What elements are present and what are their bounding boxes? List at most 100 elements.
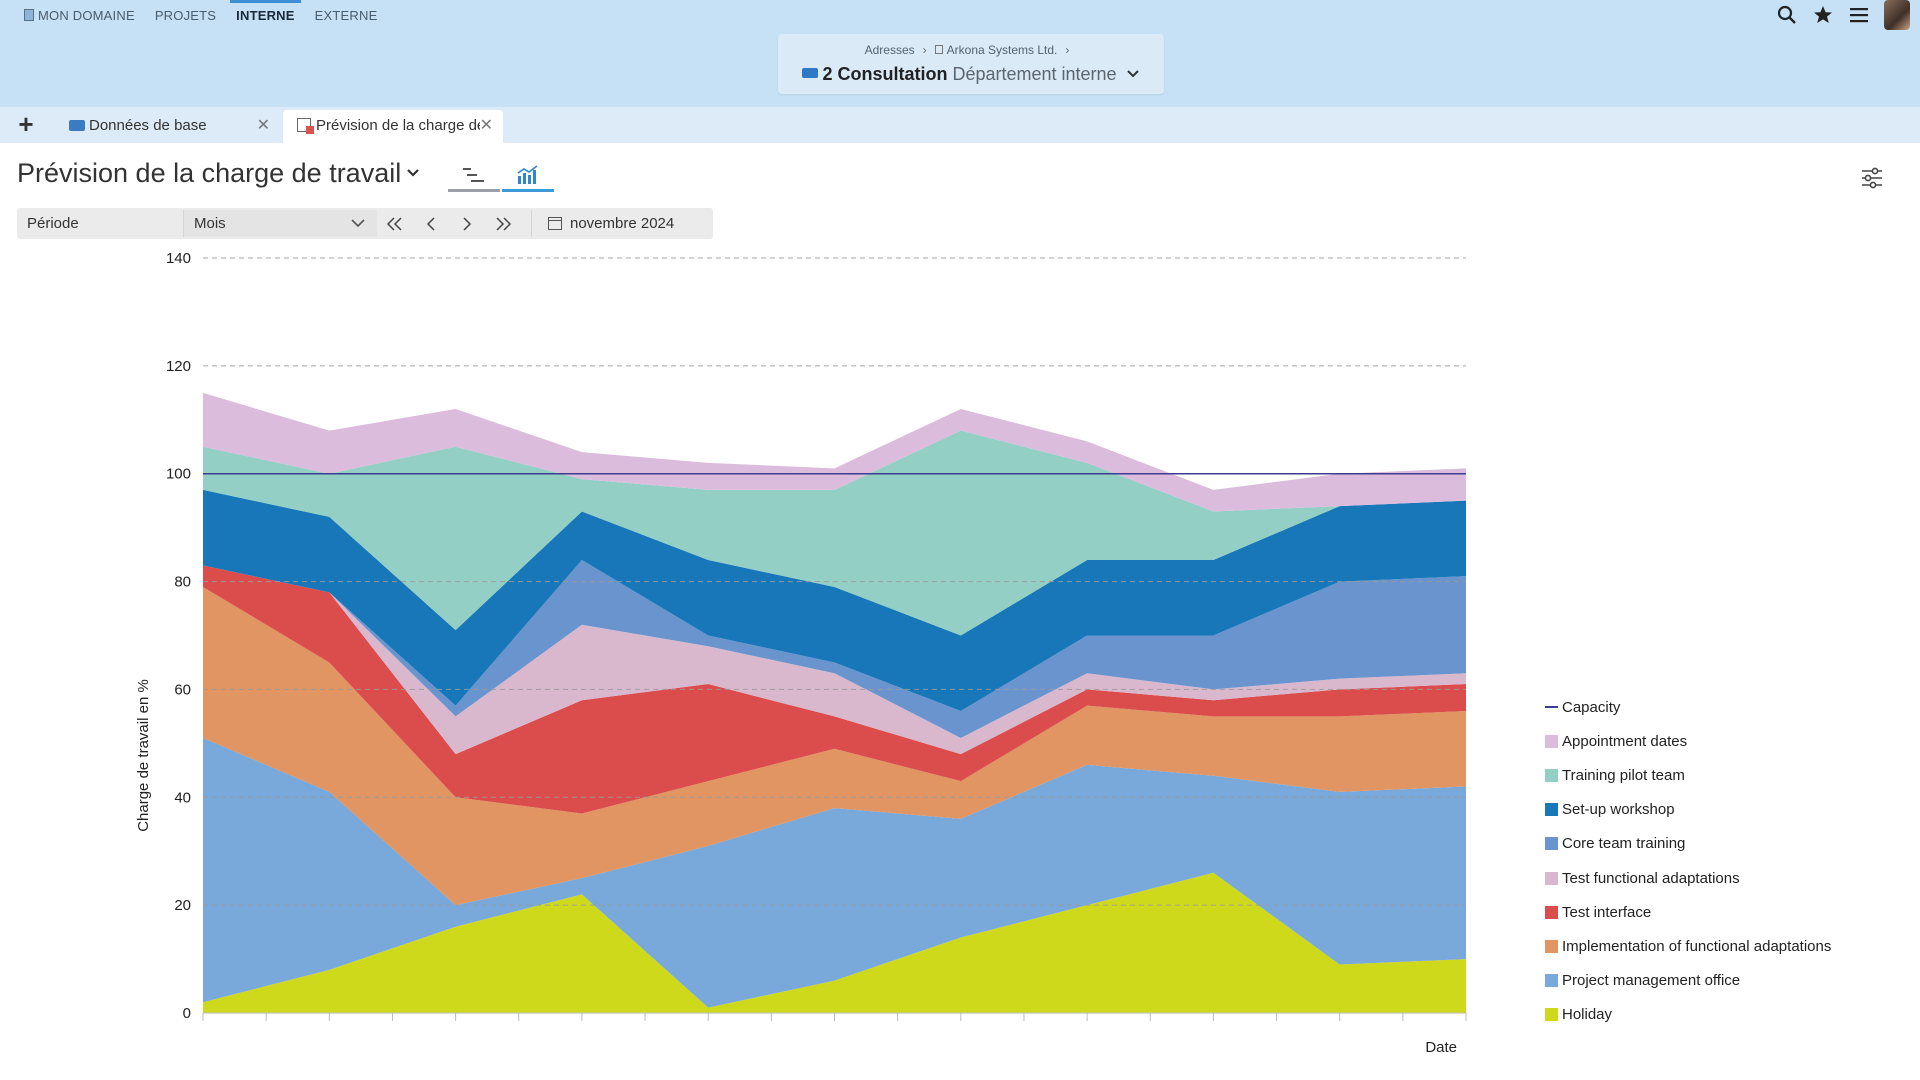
close-icon[interactable]: ✕	[256, 117, 270, 134]
first-period-button[interactable]	[377, 210, 413, 237]
record-title: 2 Consultation	[822, 64, 948, 84]
breadcrumb: Adresses › Arkona Systems Ltd. › 2 Consulta…	[778, 34, 1164, 94]
filter-settings-icon[interactable]	[1860, 166, 1884, 190]
period-select[interactable]: Mois	[183, 210, 377, 237]
next-period-button[interactable]	[449, 210, 485, 237]
view-chart-button[interactable]	[502, 160, 554, 192]
tab-donnees-de-base[interactable]: Données de base ✕	[55, 110, 280, 143]
record-selector[interactable]: 2 Consultation Département interne	[778, 64, 1164, 85]
legend-swatch	[1545, 974, 1558, 988]
legend-label: Implementation of functional adaptations	[1562, 937, 1832, 955]
y-axis-label: Charge de travail en %	[135, 679, 152, 832]
period-select-value: Mois	[194, 215, 226, 232]
y-tick-label: 0	[183, 1005, 191, 1022]
chevron-down-icon	[351, 219, 365, 228]
area-series-test-functional-adaptations	[203, 565, 1466, 755]
y-tick-label: 40	[174, 789, 191, 806]
legend-swatch	[1545, 1008, 1558, 1022]
area-series-test-interface	[203, 565, 1466, 814]
star-icon[interactable]	[1812, 4, 1834, 26]
legend-swatch	[1545, 803, 1558, 817]
legend-swatch	[1545, 768, 1558, 782]
tab-bar: + Données de base ✕ Prévision de la char…	[0, 107, 1920, 143]
legend-item-test-interface[interactable]: Test interface	[1545, 895, 1831, 929]
legend-label: Holiday	[1562, 1006, 1613, 1024]
breadcrumb-item-label: Arkona Systems Ltd.	[946, 43, 1058, 57]
contact-card-icon	[69, 120, 85, 131]
chevron-down-icon[interactable]	[405, 167, 421, 179]
contact-card-icon	[802, 68, 819, 78]
nav-mon-domaine[interactable]: MON DOMAINE	[14, 0, 145, 30]
record-subtitle: Département interne	[952, 64, 1117, 84]
top-header: MON DOMAINE PROJETS INTERNE EXTERNE Adre…	[0, 0, 1920, 107]
double-chevron-right-icon	[496, 216, 512, 231]
double-chevron-left-icon	[386, 216, 402, 231]
legend-item-test-functional-adaptations[interactable]: Test functional adaptations	[1545, 861, 1831, 895]
legend-item-set-up-workshop[interactable]: Set-up workshop	[1545, 793, 1831, 827]
legend-swatch	[1545, 939, 1558, 953]
chevron-right-icon: ›	[922, 43, 927, 57]
tab-prevision-charge[interactable]: Prévision de la charge de travail ✕	[283, 110, 503, 143]
breadcrumb-item-adresses[interactable]: Adresses	[864, 43, 915, 57]
breadcrumb-item-company[interactable]: Arkona Systems Ltd.	[934, 43, 1058, 57]
date-picker[interactable]: novembre 2024	[531, 210, 674, 237]
workload-chart-svg: 0 20 40 60 80 100 120 140 Charge de travail en %…	[135, 250, 1467, 1056]
calendar-icon	[548, 217, 562, 230]
legend-item-capacity[interactable]: Capacity	[1545, 690, 1831, 724]
y-tick-label: 20	[174, 897, 191, 914]
legend-item-core-team-training[interactable]: Core team training	[1545, 827, 1831, 861]
menu-icon[interactable]	[1848, 4, 1870, 26]
company-icon	[934, 45, 943, 54]
chevron-right-icon	[463, 216, 472, 231]
last-period-button[interactable]	[485, 210, 521, 237]
user-avatar[interactable]	[1884, 0, 1910, 30]
tab-label: Prévision de la charge de travail	[316, 117, 480, 134]
legend-swatch	[1545, 871, 1558, 885]
nav-label: INTERNE	[236, 8, 295, 23]
view-gantt-button[interactable]	[448, 160, 500, 192]
gantt-icon	[463, 167, 484, 182]
legend-item-appointment-dates[interactable]: Appointment dates	[1545, 724, 1831, 758]
legend-swatch	[1545, 734, 1558, 748]
legend-label: Training pilot team	[1562, 766, 1685, 784]
area-series-appointment-dates	[203, 392, 1466, 512]
y-tick-label: 140	[166, 250, 191, 267]
breadcrumb-path: Adresses › Arkona Systems Ltd. ›	[778, 43, 1164, 57]
nav-projets[interactable]: PROJETS	[145, 0, 226, 30]
report-icon	[297, 118, 314, 134]
legend-label: Core team training	[1562, 835, 1686, 853]
legend-label: Project management office	[1562, 972, 1741, 990]
area-series-implementation-of-functional-adaptations	[203, 586, 1466, 906]
legend-swatch	[1545, 706, 1558, 709]
x-axis-label: Date	[1425, 1039, 1457, 1056]
nav-label: EXTERNE	[314, 8, 378, 23]
nav-externe[interactable]: EXTERNE	[305, 0, 388, 30]
chevron-right-icon: ›	[1065, 43, 1070, 57]
close-icon[interactable]: ✕	[479, 117, 493, 134]
legend-item-implementation-of-functional-adaptations[interactable]: Implementation of functional adaptations	[1545, 929, 1831, 963]
legend-label: Test functional adaptations	[1562, 869, 1740, 887]
y-tick-label: 60	[174, 681, 191, 698]
legend-label: Test interface	[1562, 903, 1652, 921]
legend-swatch	[1545, 837, 1558, 851]
home-icon	[24, 9, 34, 21]
workload-chart: 0 20 40 60 80 100 120 140 Charge de travail en %…	[0, 240, 1920, 1080]
area-series-set-up-workshop	[203, 489, 1466, 711]
search-icon[interactable]	[1776, 4, 1798, 26]
y-tick-label: 120	[166, 358, 191, 375]
nav-label: MON DOMAINE	[38, 8, 135, 23]
legend-item-holiday[interactable]: Holiday	[1545, 998, 1831, 1032]
nav-label: PROJETS	[154, 8, 217, 23]
legend-item-training-pilot-team[interactable]: Training pilot team	[1545, 758, 1831, 792]
area-series-holiday	[203, 872, 1466, 1013]
legend-swatch	[1545, 905, 1558, 919]
add-tab-button[interactable]: +	[18, 109, 34, 139]
chart-icon	[517, 164, 538, 184]
area-series-project-management-office	[203, 737, 1466, 1008]
legend-item-project-management-office[interactable]: Project management office	[1545, 964, 1831, 998]
previous-period-button[interactable]	[413, 210, 449, 237]
tab-label: Données de base	[89, 117, 207, 134]
nav-interne[interactable]: INTERNE	[226, 0, 304, 30]
area-series-training-pilot-team	[203, 430, 1466, 636]
period-toolbar: Période Mois novembre 2024	[17, 208, 713, 239]
